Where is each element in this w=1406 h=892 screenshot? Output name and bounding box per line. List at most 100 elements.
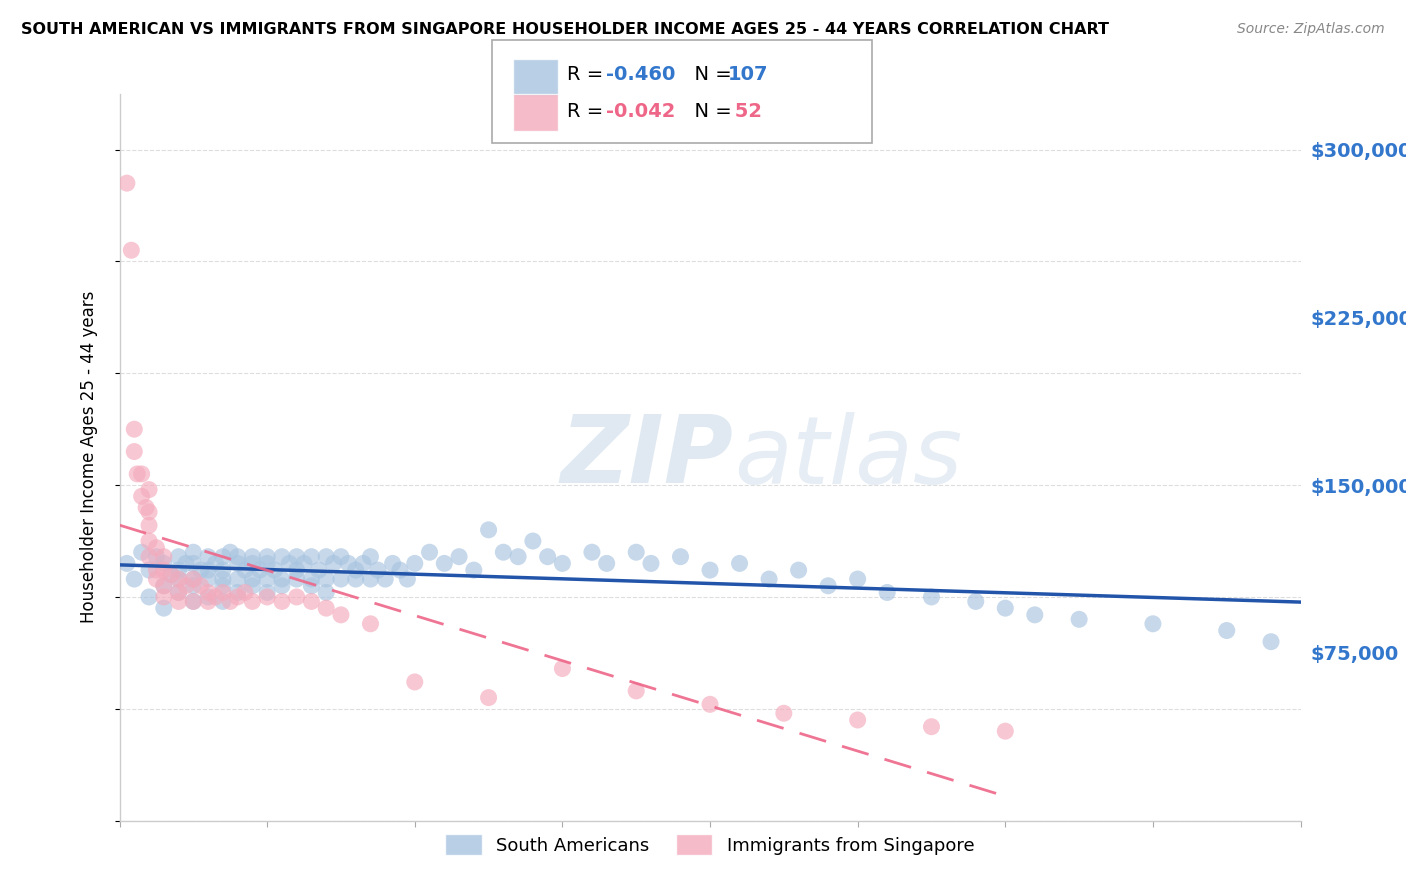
Point [256, 572, 278, 586]
Point [183, 557, 205, 571]
Point [285, 572, 308, 586]
Point [256, 590, 278, 604]
Text: R =: R = [567, 102, 609, 121]
Point [211, 563, 233, 577]
Point [256, 557, 278, 571]
Point [477, 690, 501, 705]
Point [329, 549, 352, 564]
Point [242, 594, 264, 608]
Point [138, 483, 160, 497]
Point [183, 545, 205, 559]
Point [447, 549, 470, 564]
Text: 52: 52 [728, 102, 762, 121]
Point [226, 572, 249, 586]
Point [138, 590, 160, 604]
Point [167, 549, 190, 564]
Point [160, 567, 183, 582]
Point [396, 572, 419, 586]
Point [135, 500, 157, 515]
Point [315, 585, 337, 599]
Point [124, 444, 146, 458]
Point [190, 563, 212, 577]
Point [581, 545, 603, 559]
Point [124, 422, 146, 436]
Point [522, 534, 544, 549]
Point [344, 572, 367, 586]
Point [204, 590, 226, 604]
Point [669, 549, 692, 564]
Point [153, 601, 174, 615]
Point [994, 601, 1017, 615]
Point [211, 549, 233, 564]
Point [183, 594, 205, 608]
Point [1260, 634, 1282, 648]
Point [404, 557, 426, 571]
Text: 107: 107 [728, 64, 769, 84]
Point [197, 585, 219, 599]
Point [285, 590, 308, 604]
Y-axis label: Householder Income Ages 25 - 44 years: Householder Income Ages 25 - 44 years [80, 291, 98, 624]
Point [115, 176, 138, 190]
Point [1142, 616, 1164, 631]
Point [153, 579, 174, 593]
Point [344, 563, 367, 577]
Point [352, 557, 374, 571]
Point [160, 567, 183, 582]
Point [226, 590, 249, 604]
Point [167, 594, 190, 608]
Point [278, 557, 301, 571]
Point [190, 579, 212, 593]
Point [153, 563, 174, 577]
Legend: South Americans, Immigrants from Singapore: South Americans, Immigrants from Singapo… [439, 827, 981, 863]
Point [360, 616, 382, 631]
Point [301, 579, 323, 593]
Text: SOUTH AMERICAN VS IMMIGRANTS FROM SINGAPORE HOUSEHOLDER INCOME AGES 25 - 44 YEAR: SOUTH AMERICAN VS IMMIGRANTS FROM SINGAP… [21, 22, 1109, 37]
Point [921, 720, 943, 734]
Point [492, 545, 515, 559]
Point [167, 563, 190, 577]
Point [463, 563, 485, 577]
Point [285, 549, 308, 564]
Point [315, 572, 337, 586]
Point [301, 572, 323, 586]
Point [127, 467, 149, 481]
Point [1069, 612, 1091, 626]
Point [167, 585, 190, 599]
Point [624, 545, 647, 559]
Point [183, 594, 205, 608]
Point [360, 549, 382, 564]
Point [388, 563, 412, 577]
Point [270, 572, 294, 586]
Point [197, 549, 219, 564]
Point [138, 534, 160, 549]
Point [211, 594, 233, 608]
Point [315, 549, 337, 564]
Point [846, 713, 869, 727]
Point [211, 572, 233, 586]
Point [965, 594, 987, 608]
Point [360, 572, 382, 586]
Point [131, 545, 153, 559]
Point [285, 563, 308, 577]
Point [270, 579, 294, 593]
Point [242, 579, 264, 593]
Point [167, 572, 190, 586]
Point [153, 579, 174, 593]
Point [115, 557, 138, 571]
Point [197, 594, 219, 608]
Text: -0.460: -0.460 [606, 64, 675, 84]
Point [329, 572, 352, 586]
Point [138, 549, 160, 564]
Point [1024, 607, 1046, 622]
Point [256, 585, 278, 599]
Point [204, 557, 226, 571]
Point [145, 549, 167, 564]
Point [315, 601, 337, 615]
Point [233, 563, 256, 577]
Point [174, 579, 197, 593]
Point [419, 545, 441, 559]
Point [226, 549, 249, 564]
Point [322, 557, 344, 571]
Point [994, 724, 1017, 739]
Point [131, 489, 153, 503]
